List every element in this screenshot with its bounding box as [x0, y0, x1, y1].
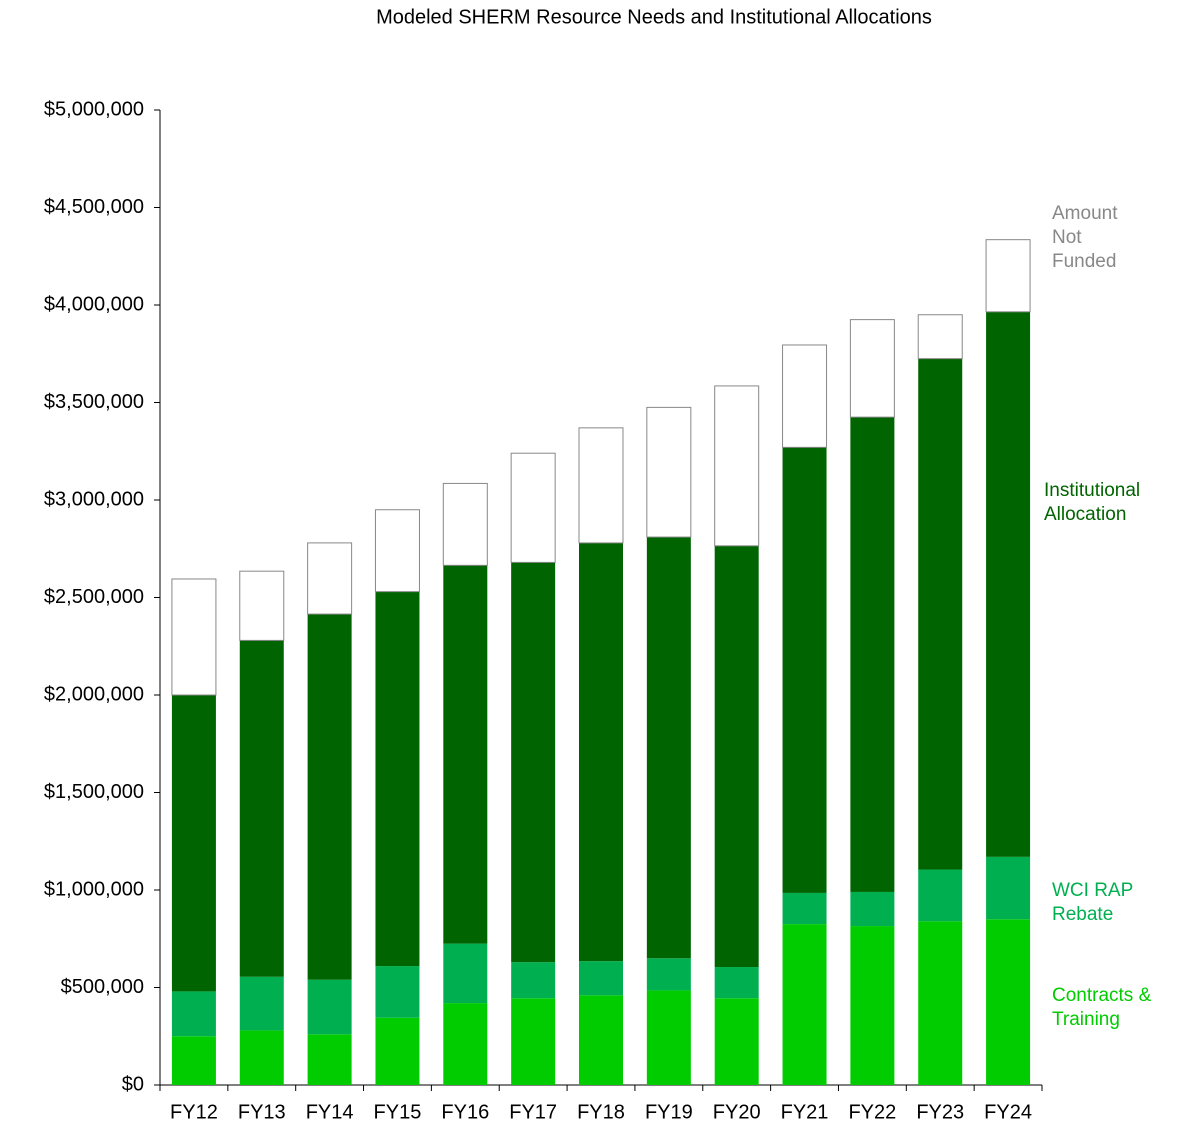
legend-label: WCI RAP Rebate	[1052, 880, 1133, 925]
bar-segment	[714, 545, 759, 968]
bar-segment	[511, 998, 556, 1085]
bar-segment	[511, 962, 556, 999]
legend-label: Institutional Allocation	[1044, 480, 1141, 525]
x-tick-label: FY24	[984, 1101, 1032, 1123]
y-tick-label: $5,000,000	[44, 98, 144, 120]
bar-segment	[849, 319, 895, 418]
bar-segment	[985, 239, 1031, 313]
bar-segment	[986, 856, 1031, 920]
y-tick-label: $3,000,000	[44, 488, 144, 510]
bar-segment	[646, 958, 691, 991]
bar-segment	[579, 961, 623, 996]
bar-segment	[239, 976, 284, 1031]
bar-segment	[375, 591, 420, 967]
x-tick-label: FY18	[577, 1101, 625, 1123]
x-tick-label: FY12	[170, 1101, 218, 1123]
bar-segment	[307, 1034, 352, 1085]
bar-segment	[917, 314, 963, 360]
x-tick-label: FY22	[848, 1101, 896, 1123]
bar-segment	[307, 979, 352, 1035]
bar-segment	[646, 537, 691, 959]
legend-label: Amount Not Funded	[1052, 203, 1118, 272]
x-tick-label: FY16	[441, 1101, 489, 1123]
bar-segment	[443, 565, 488, 944]
y-tick-label: $1,500,000	[44, 781, 144, 803]
bar-segment	[307, 542, 353, 615]
bar-segment	[918, 358, 963, 870]
x-tick-label: FY23	[916, 1101, 964, 1123]
bar-segment	[239, 640, 284, 977]
bar-segment	[646, 406, 692, 538]
bar-segment	[579, 995, 623, 1085]
bar-segment	[578, 427, 624, 544]
bar-segment	[850, 891, 895, 927]
legend-label: Contracts & Training	[1052, 985, 1152, 1030]
bar-segment	[374, 509, 420, 593]
bar-segment	[782, 344, 828, 448]
bar-segment	[782, 924, 827, 1085]
bar-segment	[918, 921, 963, 1085]
bar-segment	[714, 998, 759, 1085]
y-tick-label: $1,000,000	[44, 878, 144, 900]
x-tick-label: FY14	[306, 1101, 354, 1123]
bar-segment	[375, 966, 420, 1018]
bar-segment	[171, 991, 216, 1037]
y-tick-label: $4,000,000	[44, 293, 144, 315]
bar-segment	[782, 447, 827, 893]
bar-segment	[850, 417, 895, 892]
bar-segment	[918, 869, 963, 922]
bar-segment	[239, 570, 285, 641]
bar-segment	[579, 542, 623, 962]
x-tick-label: FY17	[509, 1101, 557, 1123]
y-tick-label: $2,500,000	[44, 586, 144, 608]
x-tick-label: FY21	[781, 1101, 829, 1123]
bar-segment	[510, 452, 556, 563]
chart-title: Modeled SHERM Resource Needs and Institu…	[376, 6, 932, 28]
bar-segment	[986, 311, 1031, 857]
y-tick-label: $2,000,000	[44, 683, 144, 705]
bar-segment	[239, 1030, 284, 1085]
bar-segment	[511, 562, 556, 963]
bar-segment	[646, 990, 691, 1085]
bar-segment	[443, 943, 488, 1004]
bar-segment	[171, 1036, 216, 1085]
bar-segment	[375, 1017, 420, 1085]
x-tick-label: FY19	[645, 1101, 693, 1123]
x-tick-label: FY20	[713, 1101, 761, 1123]
bar-segment	[171, 578, 217, 696]
bar-segment	[171, 695, 216, 992]
bar-segment	[442, 482, 488, 566]
y-tick-label: $0	[122, 1073, 144, 1095]
bar-segment	[850, 926, 895, 1085]
bar-segment	[986, 919, 1031, 1085]
bar-segment	[307, 614, 352, 980]
bar-segment	[714, 967, 759, 999]
bar-segment	[714, 385, 760, 547]
bar-segment	[782, 892, 827, 925]
y-tick-label: $3,500,000	[44, 391, 144, 413]
bar-segment	[443, 1003, 488, 1085]
y-tick-label: $4,500,000	[44, 196, 144, 218]
y-tick-label: $500,000	[61, 976, 144, 998]
x-tick-label: FY15	[374, 1101, 422, 1123]
x-tick-label: FY13	[238, 1101, 286, 1123]
